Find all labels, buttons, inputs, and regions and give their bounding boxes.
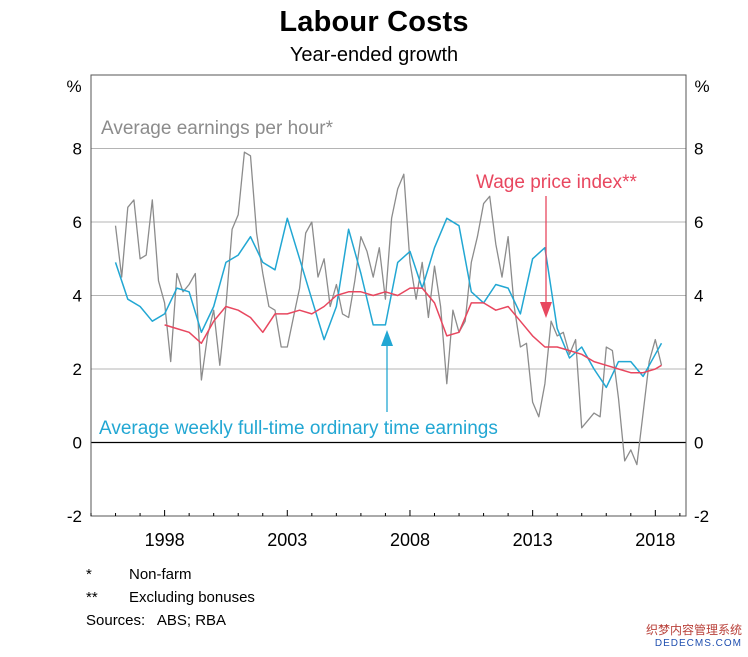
footnote-mark: **	[86, 589, 98, 606]
footnote-row: * Non-farm	[86, 563, 255, 586]
sources-text: Sources: ABS; RBA	[86, 612, 227, 629]
y-tick-label-right: 2	[694, 360, 703, 379]
chart-title: Labour Costs	[279, 6, 469, 38]
y-tick-label-left: 0	[73, 434, 82, 453]
chart-subtitle: Year-ended growth	[289, 44, 459, 66]
annotation-awote: Average weekly full-time ordinary time e…	[99, 418, 498, 439]
annotation-aehr: Average earnings per hour*	[101, 118, 334, 139]
x-tick-label: 1998	[145, 530, 185, 550]
sources-line: Sources: ABS; RBA	[86, 609, 255, 632]
y-tick-label-right: 4	[694, 287, 703, 306]
y-tick-label-right: -2	[694, 507, 709, 526]
wpi-arrow	[540, 196, 552, 318]
y-tick-label-left: 4	[73, 287, 82, 306]
y-tick-label-right: 0	[694, 434, 703, 453]
watermark-line-1: 织梦内容管理系统	[645, 623, 742, 637]
plot-frame	[90, 74, 687, 517]
x-tick-label: 2018	[635, 530, 675, 550]
x-tick-label: 2008	[390, 530, 430, 550]
x-tick-label: 2013	[513, 530, 553, 550]
y-tick-label-right: 8	[694, 140, 703, 159]
awote-arrow	[381, 330, 393, 412]
x-tick-label: 2003	[267, 530, 307, 550]
annotation-wpi: Wage price index**	[476, 172, 637, 193]
gridlines	[91, 148, 686, 444]
axis-ticks: -2 -2 0 0 2 2 4 4 6 6 8 8 1998 2003 2008 2013 2018	[67, 140, 709, 551]
y-tick-label-left: 6	[73, 213, 82, 232]
series-line-aehr	[114, 151, 663, 466]
series-line-wpi	[164, 287, 662, 374]
y-tick-label-left: 2	[73, 360, 82, 379]
y-axis-unit-left: %	[66, 77, 81, 96]
y-tick-label-right: 6	[694, 213, 703, 232]
y-tick-label-left: -2	[67, 507, 82, 526]
annotations: Average earnings per hour* Wage price in…	[99, 118, 637, 439]
footnote-row: ** Excluding bonuses	[86, 586, 255, 609]
y-axis-unit-right: %	[694, 77, 709, 96]
series-lines	[114, 151, 663, 466]
footnote-text: Non-farm	[129, 566, 192, 583]
footnote-text: Excluding bonuses	[129, 589, 255, 606]
footnotes: * Non-farm ** Excluding bonuses Sources:…	[86, 563, 255, 632]
y-tick-label-left: 8	[73, 140, 82, 159]
footnote-mark: *	[86, 566, 92, 583]
watermark-line-2: DEDECMS.COM	[654, 638, 742, 649]
watermark: 织梦内容管理系统 DEDECMS.COM	[646, 623, 742, 651]
